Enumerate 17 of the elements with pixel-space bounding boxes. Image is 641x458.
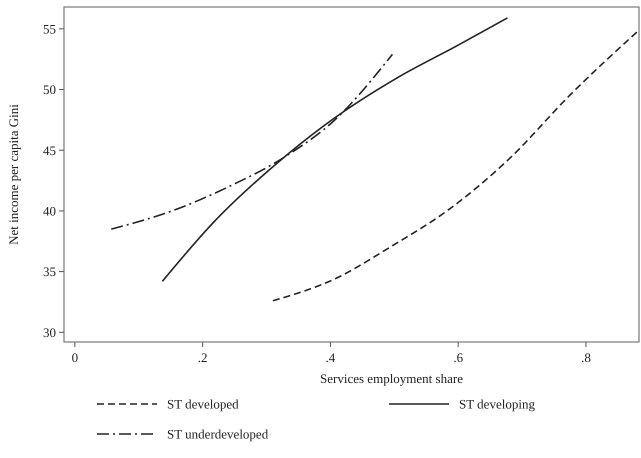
x-tick-label: .8 [581,350,591,365]
x-axis-title: Services employment share [320,371,464,386]
y-tick-label: 50 [43,82,56,98]
legend-label: ST underdeveloped [167,426,269,442]
y-tick-label: 55 [43,21,56,36]
y-axis-title: Net income per capita Gini [6,104,21,245]
legend-label: ST developed [167,396,240,412]
x-tick-label: 0 [72,350,78,365]
x-tick-label: .6 [453,350,464,365]
x-tick-label: .4 [326,350,336,365]
y-tick-label: 30 [43,324,56,340]
y-tick-label: 45 [43,142,56,158]
y-tick-label: 35 [43,264,56,280]
legend-label: ST developing [459,396,536,412]
x-tick-label: .2 [198,350,208,365]
line-series [272,30,639,302]
y-tick-label: 40 [43,203,56,218]
